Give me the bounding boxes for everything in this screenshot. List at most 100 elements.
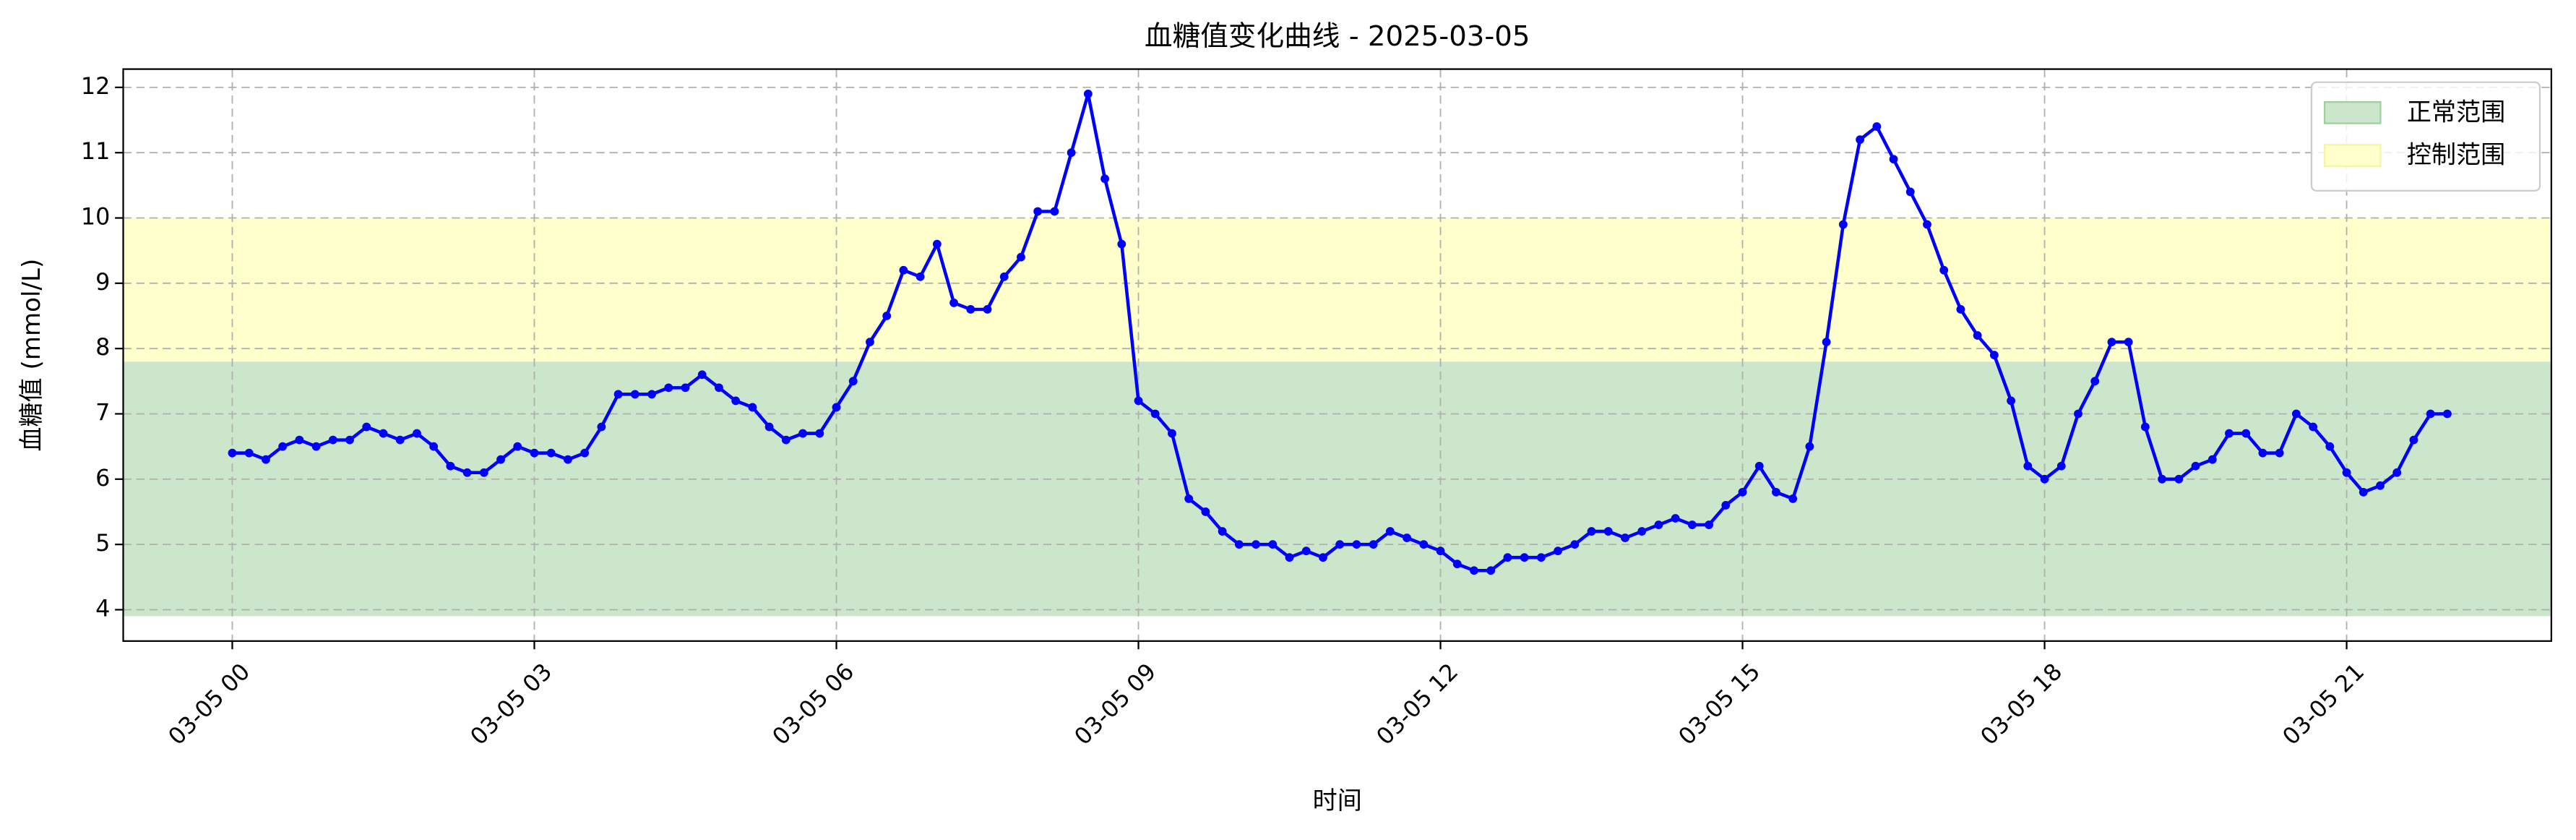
data-point (1536, 553, 1546, 562)
data-point (748, 403, 757, 412)
data-point (1419, 540, 1429, 549)
data-point (1134, 396, 1143, 406)
data-point (564, 455, 572, 464)
data-point (1754, 461, 1764, 471)
data-point (2359, 487, 2368, 497)
data-point (932, 239, 942, 249)
data-point (1369, 540, 1378, 549)
data-point (1252, 540, 1260, 549)
data-point (1805, 442, 1814, 451)
data-point (1301, 547, 1311, 556)
x-tick-label: 03-05 00 (163, 658, 255, 750)
data-point (2107, 338, 2116, 347)
data-point (295, 435, 304, 445)
data-point (2325, 442, 2335, 451)
data-point (1587, 527, 1596, 536)
data-point (882, 312, 892, 320)
data-point (2074, 409, 2082, 419)
data-point (1923, 220, 1931, 229)
data-point (2258, 448, 2267, 458)
data-point (244, 448, 254, 458)
legend-label: 正常范围 (2407, 98, 2505, 127)
data-point (1452, 560, 1462, 569)
data-point (815, 429, 824, 438)
data-point (2207, 455, 2217, 464)
data-point (597, 422, 606, 432)
data-point (479, 468, 488, 477)
data-point (328, 435, 337, 445)
data-point (613, 390, 623, 399)
data-point (1772, 487, 1780, 497)
data-point (866, 338, 874, 347)
x-tick-label: 03-05 09 (1069, 658, 1161, 750)
data-point (2291, 409, 2301, 419)
data-point (1554, 547, 1563, 556)
legend-swatch (2324, 100, 2382, 124)
data-point (899, 265, 908, 275)
data-point (496, 455, 505, 464)
data-point (262, 455, 270, 464)
data-point (513, 442, 522, 451)
data-point (798, 429, 807, 438)
data-point (530, 448, 539, 458)
data-point (1201, 507, 1210, 516)
y-tick-label: 7 (95, 398, 110, 426)
data-point (848, 377, 858, 386)
data-point (999, 272, 1009, 281)
data-point (1570, 540, 1580, 549)
data-point (1905, 187, 1915, 197)
legend-label: 控制范围 (2407, 141, 2505, 170)
data-point (580, 448, 590, 458)
data-point (1234, 540, 1244, 549)
y-tick-label: 8 (95, 333, 110, 361)
data-point (1872, 122, 1882, 131)
x-tick-label: 03-05 18 (1975, 658, 2067, 750)
data-point (379, 429, 388, 438)
data-point (2275, 448, 2284, 458)
y-tick-label: 4 (95, 594, 110, 622)
data-point (1705, 520, 1714, 529)
data-point (1319, 553, 1327, 562)
data-point (2174, 474, 2184, 484)
data-point (1687, 520, 1697, 529)
data-point (781, 435, 791, 445)
data-point (446, 461, 455, 471)
data-point (983, 305, 992, 314)
x-tick-label: 03-05 03 (465, 658, 557, 750)
data-point (1168, 429, 1176, 438)
y-axis-label: 血糖值 (mmol/L) (17, 259, 46, 452)
data-point (2023, 461, 2033, 471)
data-point (546, 448, 556, 458)
data-point (2158, 474, 2167, 484)
data-point (630, 390, 639, 399)
data-point (1335, 540, 1345, 549)
data-point (1637, 527, 1647, 536)
data-point (1100, 174, 1109, 184)
range-band (123, 218, 2551, 362)
y-tick-label: 10 (81, 203, 111, 231)
data-point (949, 299, 958, 307)
data-point (1671, 514, 1680, 523)
data-point (2056, 461, 2066, 471)
data-point (1520, 553, 1529, 562)
data-point (2191, 461, 2200, 471)
data-point (1017, 252, 1025, 262)
data-point (2124, 338, 2133, 347)
data-point (1285, 553, 1294, 562)
data-point (2309, 422, 2318, 432)
data-point (1973, 331, 1982, 340)
y-tick-label: 9 (95, 268, 110, 296)
data-point (966, 305, 975, 314)
chart-title: 血糖值变化曲线 - 2025-03-05 (1145, 20, 1530, 53)
range-band (123, 361, 2551, 617)
data-point (1889, 155, 1898, 164)
data-point (1956, 305, 1965, 314)
data-point (2409, 435, 2418, 445)
data-point (1654, 520, 1663, 529)
y-tick-label: 12 (81, 72, 111, 100)
data-point (1603, 527, 1613, 536)
x-tick-label: 03-05 21 (2277, 658, 2369, 750)
data-point (1621, 533, 1629, 543)
data-point (395, 435, 405, 445)
data-point (2140, 422, 2150, 432)
